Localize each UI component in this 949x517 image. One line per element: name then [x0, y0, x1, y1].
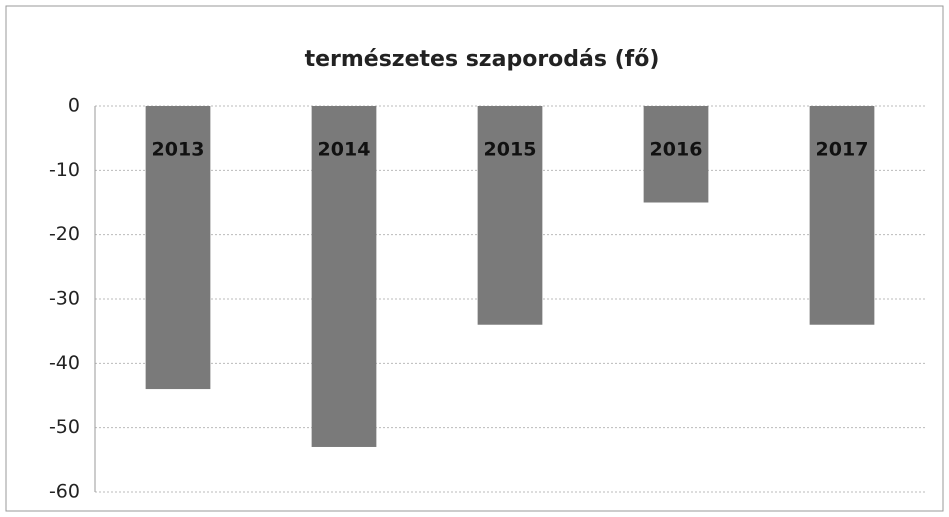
y-tick-label: -50 — [49, 416, 80, 438]
y-tick-label: -30 — [49, 288, 80, 310]
category-label: 2016 — [650, 139, 703, 161]
y-tick-label: -40 — [49, 352, 80, 374]
y-tick-label: -60 — [49, 481, 80, 503]
y-tick-label: -20 — [49, 223, 80, 245]
category-label: 2013 — [152, 139, 205, 161]
category-label: 2017 — [816, 139, 869, 161]
category-label: 2015 — [484, 139, 537, 161]
bar — [145, 106, 211, 390]
chart-title: természetes szaporodás (fő) — [305, 47, 660, 72]
category-label: 2014 — [318, 139, 371, 161]
y-tick-label: -10 — [49, 159, 80, 181]
bar — [311, 106, 377, 447]
y-tick-label: 0 — [68, 95, 80, 117]
bar — [809, 106, 875, 325]
bar — [477, 106, 543, 325]
bar — [643, 106, 709, 203]
